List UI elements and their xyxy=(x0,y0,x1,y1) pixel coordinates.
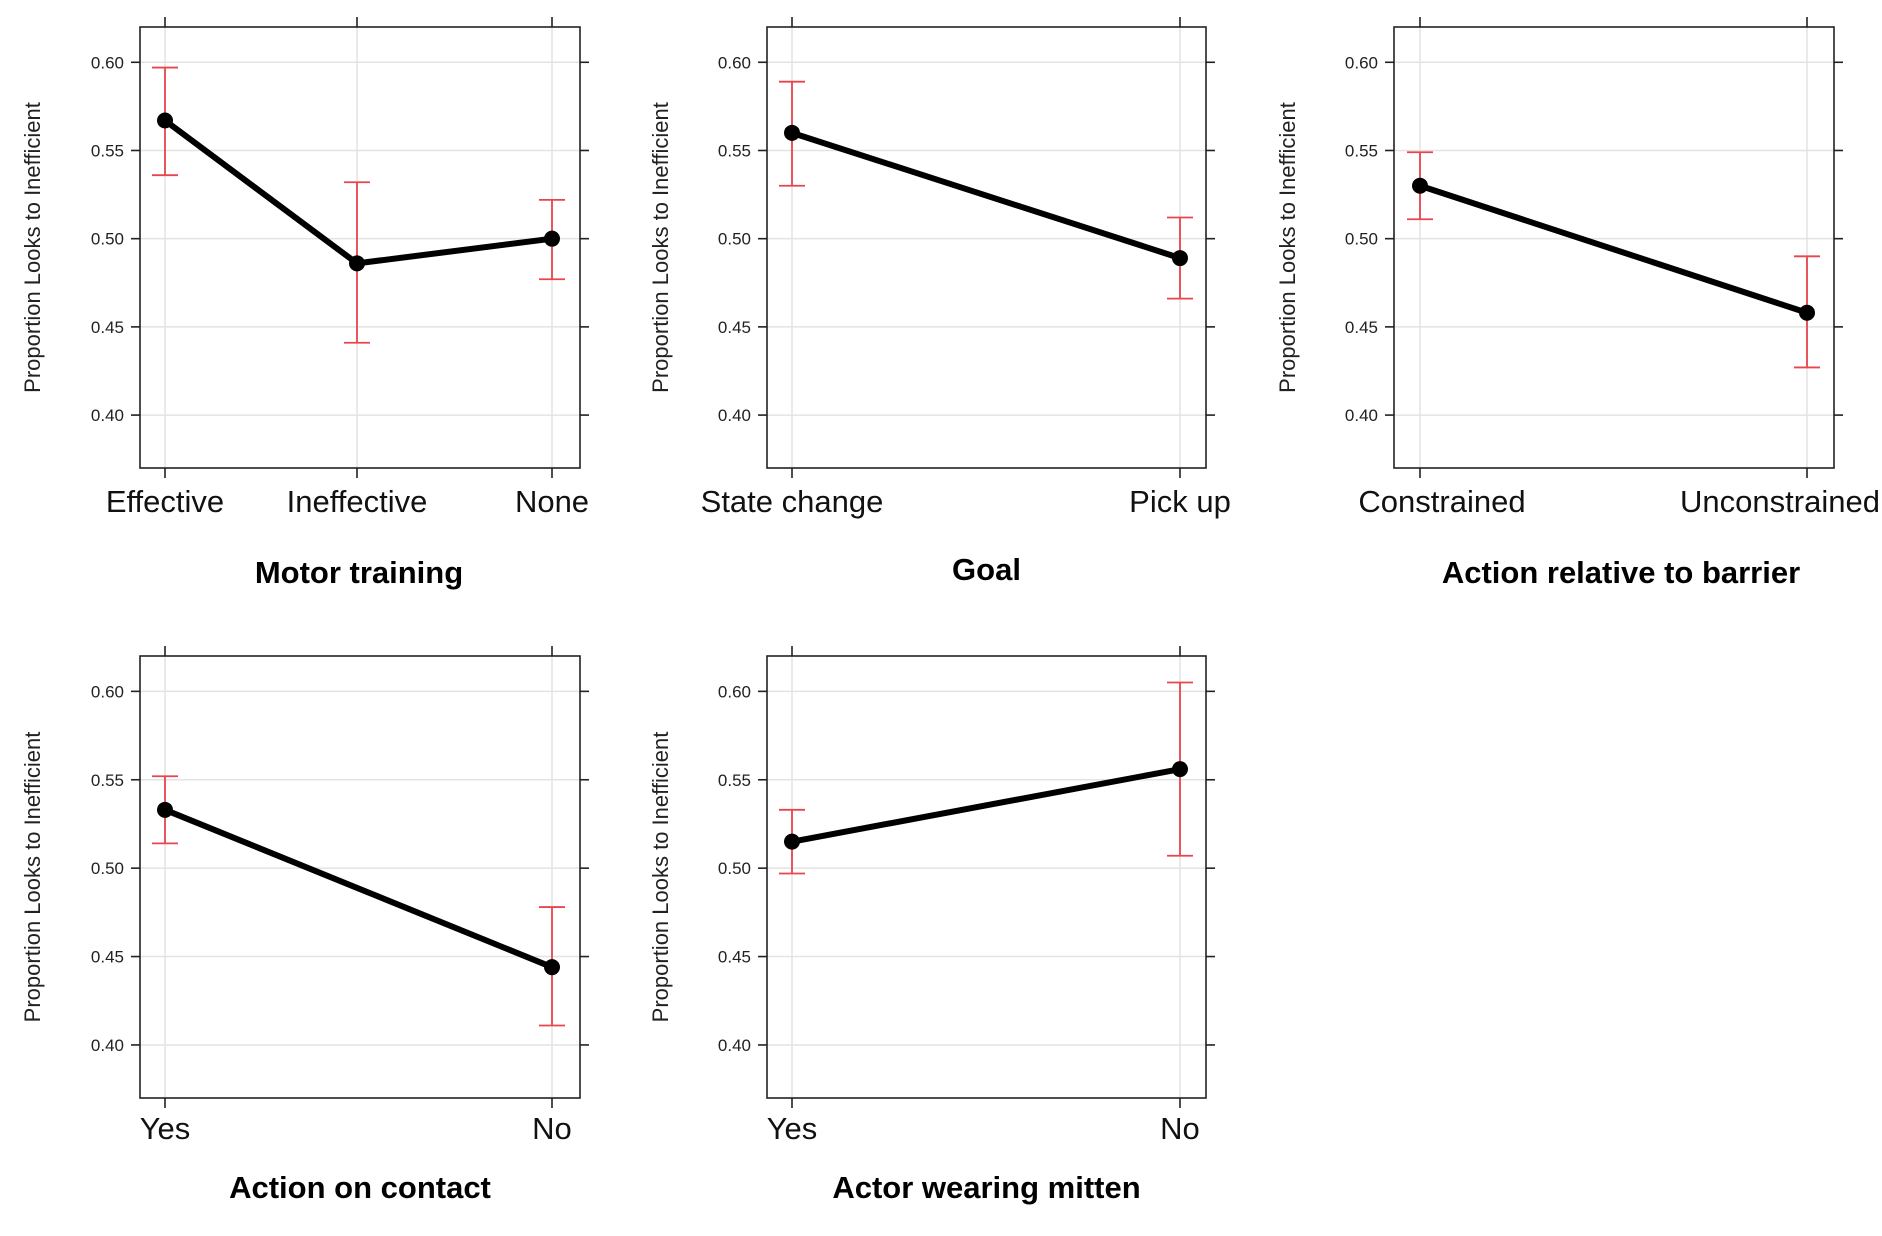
data-point xyxy=(784,124,800,141)
data-point xyxy=(157,801,173,818)
x-tick-label: No xyxy=(532,1111,572,1146)
data-point xyxy=(784,833,800,850)
y-tick-label: 0.60 xyxy=(718,682,751,701)
y-tick-label: 0.50 xyxy=(718,859,751,878)
x-tick-label: Yes xyxy=(767,1111,818,1146)
y-tick-label: 0.45 xyxy=(718,948,751,967)
data-point xyxy=(349,255,365,272)
y-tick-label: 0.45 xyxy=(1345,318,1378,337)
plot-frame xyxy=(1393,26,1835,469)
y-axis-label: Proportion Looks to Inefficient xyxy=(20,102,45,393)
series-line xyxy=(789,129,1183,262)
y-tick-label: 0.45 xyxy=(91,948,124,967)
series-line xyxy=(1417,182,1810,316)
data-point xyxy=(544,230,560,247)
series-line xyxy=(162,117,555,267)
y-axis-label: Proportion Looks to Inefficient xyxy=(1275,102,1300,393)
y-tick-label: 0.50 xyxy=(91,859,124,878)
y-tick-label: 0.45 xyxy=(91,318,124,337)
chart-panel: 0.40 0.45 0.50 0.55 0.60 Yes No Proportion Look… xyxy=(648,646,1215,1205)
y-axis-label: Proportion Looks to Inefficient xyxy=(648,102,673,393)
data-point xyxy=(1172,250,1188,267)
x-tick-label: Pick up xyxy=(1129,484,1231,519)
chart-panel: 0.40 0.45 0.50 0.55 0.60 Yes No Proportion Look… xyxy=(20,646,589,1205)
plot-frame xyxy=(139,655,581,1099)
x-axis-label: Goal xyxy=(952,552,1021,587)
y-tick-label: 0.40 xyxy=(718,1036,751,1055)
x-axis-label: Action relative to barrier xyxy=(1442,555,1800,590)
chart-panel: 0.40 0.45 0.50 0.55 0.60 Constrained Unconstra… xyxy=(1275,17,1880,590)
plot-frame xyxy=(766,655,1207,1099)
chart-panel: 0.40 0.45 0.50 0.55 0.60 Effective Ineffective… xyxy=(20,17,589,590)
y-tick-label: 0.55 xyxy=(91,141,124,160)
y-tick-label: 0.45 xyxy=(718,318,751,337)
y-axis-label: Proportion Looks to Inefficient xyxy=(20,732,45,1023)
y-tick-label: 0.55 xyxy=(91,771,124,790)
y-axis-label: Proportion Looks to Inefficient xyxy=(648,732,673,1023)
x-tick-label: None xyxy=(515,484,589,519)
series-line xyxy=(789,766,1183,845)
y-tick-label: 0.55 xyxy=(1345,141,1378,160)
x-tick-label: No xyxy=(1160,1111,1200,1146)
data-point xyxy=(1172,761,1188,778)
x-tick-label: Constrained xyxy=(1358,484,1525,519)
y-tick-label: 0.50 xyxy=(1345,230,1378,249)
y-tick-label: 0.40 xyxy=(91,406,124,425)
x-tick-label: Ineffective xyxy=(287,484,428,519)
series-line xyxy=(162,806,555,971)
x-axis-label: Motor training xyxy=(255,555,463,590)
y-tick-label: 0.50 xyxy=(718,230,751,249)
y-tick-label: 0.40 xyxy=(91,1036,124,1055)
y-tick-label: 0.40 xyxy=(718,406,751,425)
y-tick-label: 0.60 xyxy=(1345,53,1378,72)
x-tick-label: State change xyxy=(701,484,884,519)
y-tick-label: 0.60 xyxy=(718,53,751,72)
y-tick-label: 0.50 xyxy=(91,230,124,249)
y-tick-label: 0.40 xyxy=(1345,406,1378,425)
x-tick-label: Yes xyxy=(140,1111,191,1146)
plot-frame xyxy=(766,26,1207,469)
x-tick-label: Unconstrained xyxy=(1680,484,1880,519)
y-tick-label: 0.55 xyxy=(718,771,751,790)
plot-frame xyxy=(139,26,581,469)
x-axis-label: Actor wearing mitten xyxy=(832,1170,1140,1205)
y-tick-label: 0.60 xyxy=(91,53,124,72)
data-point xyxy=(157,112,173,129)
data-point xyxy=(544,959,560,976)
x-tick-label: Effective xyxy=(106,484,224,519)
y-tick-label: 0.60 xyxy=(91,682,124,701)
y-tick-label: 0.55 xyxy=(718,141,751,160)
data-point xyxy=(1412,177,1428,194)
chart-panel: 0.40 0.45 0.50 0.55 0.60 State change Pick up P… xyxy=(648,17,1231,587)
data-point xyxy=(1799,304,1815,321)
x-axis-label: Action on contact xyxy=(229,1170,491,1205)
